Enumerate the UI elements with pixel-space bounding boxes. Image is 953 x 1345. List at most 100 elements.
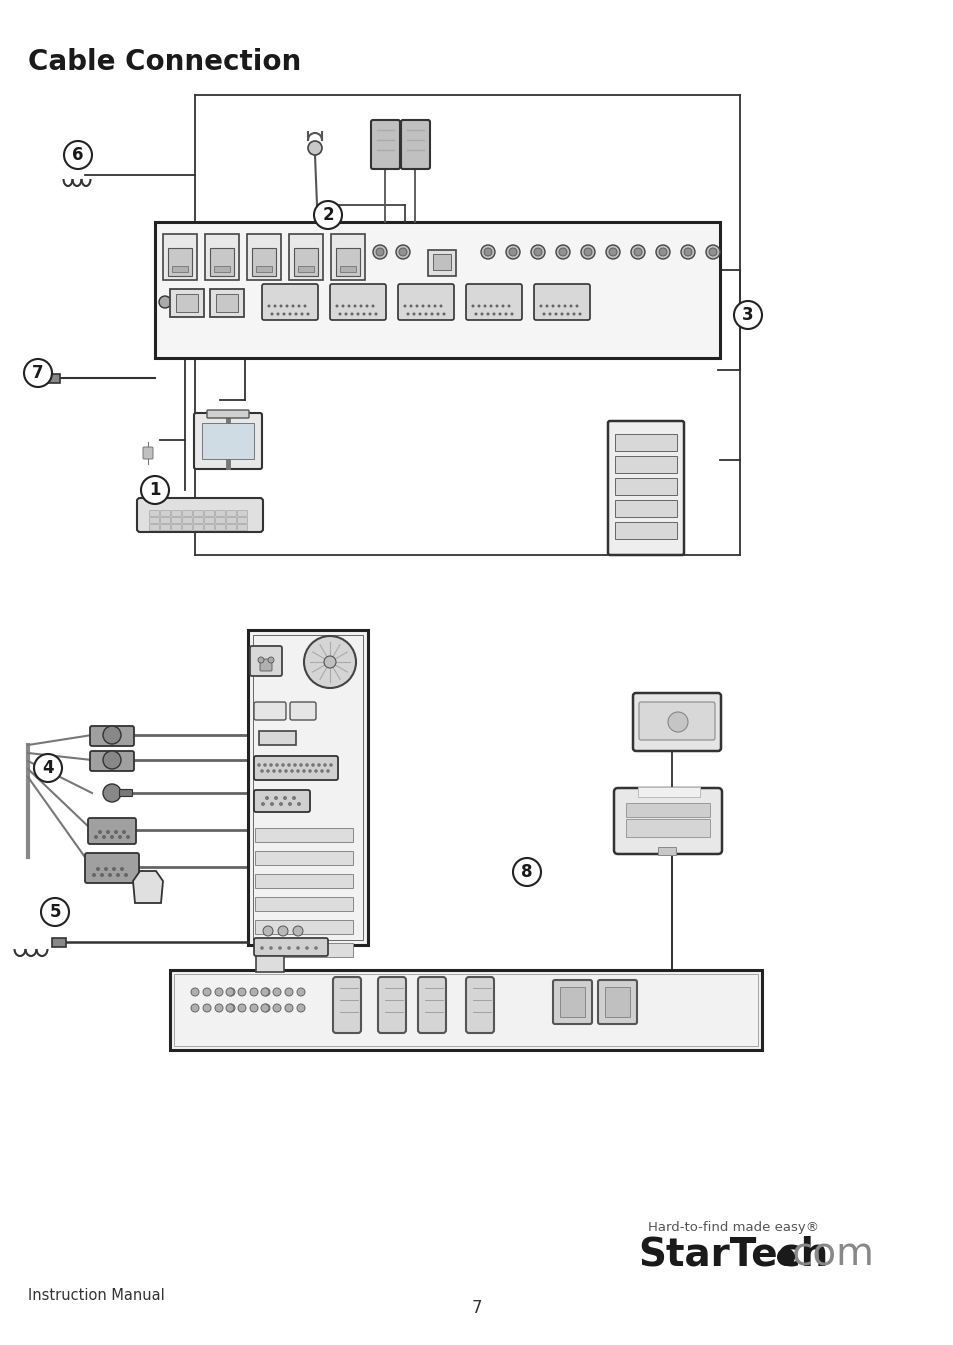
Circle shape bbox=[368, 312, 371, 316]
Circle shape bbox=[227, 1003, 234, 1011]
Circle shape bbox=[124, 873, 128, 877]
Circle shape bbox=[776, 1248, 794, 1266]
FancyBboxPatch shape bbox=[253, 790, 310, 812]
FancyBboxPatch shape bbox=[465, 976, 494, 1033]
Circle shape bbox=[226, 989, 233, 997]
FancyBboxPatch shape bbox=[52, 937, 66, 947]
FancyBboxPatch shape bbox=[150, 511, 159, 516]
Circle shape bbox=[510, 312, 513, 316]
Circle shape bbox=[480, 312, 483, 316]
FancyBboxPatch shape bbox=[339, 266, 355, 272]
Circle shape bbox=[539, 304, 542, 308]
Circle shape bbox=[269, 946, 273, 950]
FancyBboxPatch shape bbox=[377, 976, 406, 1033]
Text: 5: 5 bbox=[50, 902, 61, 921]
Circle shape bbox=[572, 312, 575, 316]
FancyBboxPatch shape bbox=[289, 234, 323, 280]
Circle shape bbox=[548, 312, 551, 316]
FancyBboxPatch shape bbox=[371, 120, 399, 169]
Circle shape bbox=[433, 304, 436, 308]
Circle shape bbox=[290, 769, 294, 773]
Circle shape bbox=[430, 312, 433, 316]
FancyBboxPatch shape bbox=[638, 787, 700, 798]
FancyBboxPatch shape bbox=[237, 511, 247, 516]
FancyBboxPatch shape bbox=[253, 756, 337, 780]
Circle shape bbox=[191, 989, 199, 997]
Circle shape bbox=[373, 245, 387, 260]
Circle shape bbox=[495, 304, 498, 308]
Circle shape bbox=[324, 656, 335, 668]
Circle shape bbox=[100, 873, 104, 877]
FancyBboxPatch shape bbox=[90, 751, 133, 771]
Text: 2: 2 bbox=[322, 206, 334, 225]
Circle shape bbox=[314, 200, 341, 229]
Circle shape bbox=[705, 245, 720, 260]
Text: Hard-to-find made easy®: Hard-to-find made easy® bbox=[647, 1220, 819, 1233]
Circle shape bbox=[557, 304, 560, 308]
Circle shape bbox=[257, 656, 264, 663]
FancyBboxPatch shape bbox=[255, 956, 284, 972]
Circle shape bbox=[569, 304, 572, 308]
Circle shape bbox=[498, 312, 501, 316]
FancyBboxPatch shape bbox=[160, 511, 171, 516]
Circle shape bbox=[265, 796, 269, 800]
Circle shape bbox=[545, 304, 548, 308]
FancyBboxPatch shape bbox=[255, 266, 272, 272]
FancyBboxPatch shape bbox=[168, 247, 192, 276]
FancyBboxPatch shape bbox=[253, 937, 328, 956]
FancyBboxPatch shape bbox=[252, 247, 275, 276]
FancyBboxPatch shape bbox=[172, 525, 181, 530]
Circle shape bbox=[365, 304, 368, 308]
Circle shape bbox=[347, 304, 350, 308]
Circle shape bbox=[282, 312, 285, 316]
Circle shape bbox=[566, 312, 569, 316]
Circle shape bbox=[608, 247, 617, 256]
Circle shape bbox=[287, 946, 291, 950]
Circle shape bbox=[308, 141, 322, 155]
Circle shape bbox=[159, 296, 171, 308]
Circle shape bbox=[268, 656, 274, 663]
Circle shape bbox=[489, 304, 492, 308]
FancyBboxPatch shape bbox=[210, 289, 244, 317]
Circle shape bbox=[583, 247, 592, 256]
FancyBboxPatch shape bbox=[333, 976, 360, 1033]
Circle shape bbox=[273, 1003, 281, 1011]
Circle shape bbox=[492, 312, 495, 316]
FancyBboxPatch shape bbox=[262, 284, 317, 320]
Circle shape bbox=[507, 304, 510, 308]
FancyBboxPatch shape bbox=[400, 120, 430, 169]
FancyBboxPatch shape bbox=[534, 284, 589, 320]
Circle shape bbox=[509, 247, 517, 256]
Circle shape bbox=[261, 989, 269, 997]
Circle shape bbox=[320, 769, 323, 773]
Circle shape bbox=[64, 141, 91, 169]
Circle shape bbox=[294, 312, 297, 316]
FancyBboxPatch shape bbox=[598, 981, 637, 1024]
FancyBboxPatch shape bbox=[614, 788, 721, 854]
Circle shape bbox=[560, 312, 563, 316]
Circle shape bbox=[141, 476, 169, 504]
FancyBboxPatch shape bbox=[290, 702, 315, 720]
Circle shape bbox=[395, 245, 410, 260]
FancyBboxPatch shape bbox=[163, 234, 196, 280]
Circle shape bbox=[32, 373, 44, 385]
Circle shape bbox=[483, 247, 492, 256]
Circle shape bbox=[427, 304, 430, 308]
Circle shape bbox=[277, 925, 288, 936]
Circle shape bbox=[227, 989, 234, 997]
Circle shape bbox=[285, 989, 293, 997]
Circle shape bbox=[303, 304, 306, 308]
Circle shape bbox=[288, 802, 292, 806]
FancyBboxPatch shape bbox=[215, 511, 225, 516]
Circle shape bbox=[288, 312, 292, 316]
Circle shape bbox=[272, 769, 275, 773]
Circle shape bbox=[375, 312, 377, 316]
FancyBboxPatch shape bbox=[137, 498, 263, 533]
Circle shape bbox=[274, 796, 277, 800]
Circle shape bbox=[112, 868, 116, 872]
Circle shape bbox=[406, 312, 409, 316]
Circle shape bbox=[122, 830, 126, 834]
FancyBboxPatch shape bbox=[559, 987, 584, 1017]
Circle shape bbox=[302, 769, 306, 773]
FancyBboxPatch shape bbox=[202, 422, 253, 459]
